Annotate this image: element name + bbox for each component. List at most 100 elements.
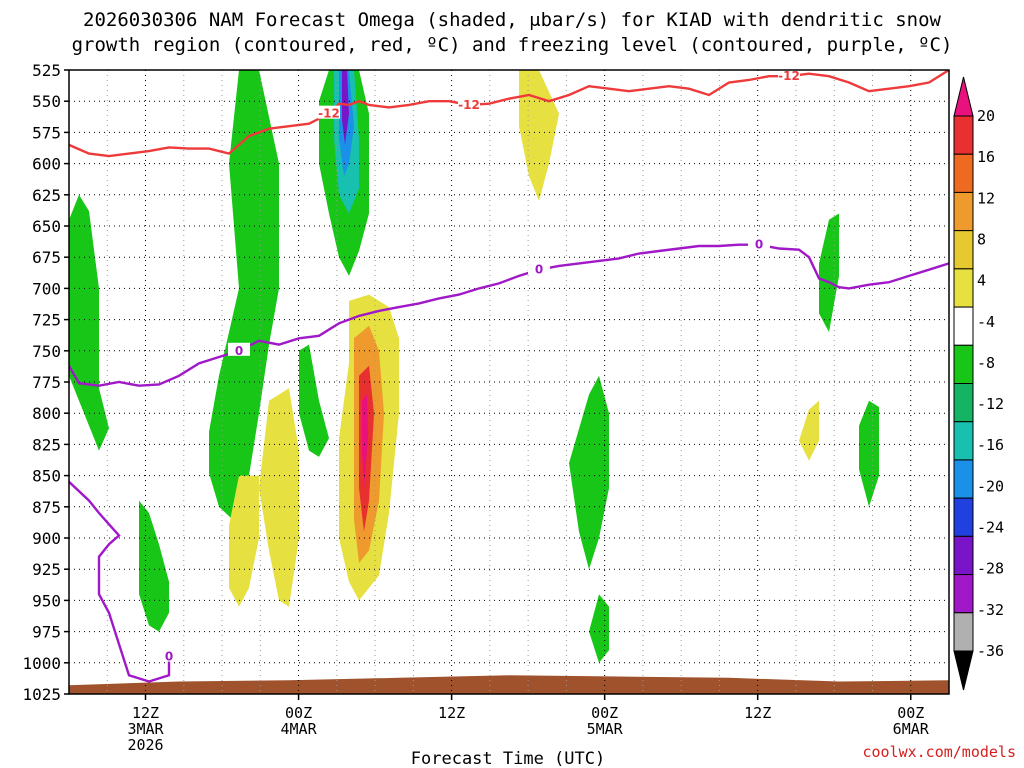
contour-label-bg: [228, 342, 250, 356]
colorbar-label: 4: [977, 272, 986, 290]
contour-label-bg: [778, 70, 800, 82]
shade-yellow-left: [229, 475, 259, 607]
colorbar-top-arrow: [953, 76, 974, 117]
colorbar-swatch: [953, 535, 974, 576]
y-tick-label: 700: [32, 279, 61, 298]
contour-label: 0: [235, 344, 243, 358]
shade-early-green-blob: [139, 500, 169, 632]
colorbar: 20 16 12 8 4 -4 -8 -12 -16 -20 -24 -28 -32 -36: [953, 76, 1004, 691]
contour-label: -12: [318, 107, 340, 121]
y-tick-label: 975: [32, 623, 61, 642]
colorbar-swatch: [953, 459, 974, 499]
colorbar-swatch: [953, 306, 974, 346]
y-tick-label: 925: [32, 560, 61, 579]
x-tick-label: 2026: [127, 736, 163, 754]
colorbar-label: -28: [977, 560, 1004, 578]
contour-label-bg: [158, 648, 180, 662]
x-axis-title: Forecast Time (UTC): [411, 749, 605, 768]
colorbar-swatch: [953, 574, 974, 614]
contour-label-bg: [318, 105, 340, 119]
shade-green-right-patch: [589, 594, 609, 663]
x-tick-label: 6MAR: [893, 720, 930, 738]
shade-purple-tower: [342, 70, 349, 145]
colorbar-label: -4: [977, 313, 995, 331]
y-tick-label: 675: [32, 248, 61, 267]
y-tick-label: 550: [32, 92, 61, 111]
contour-label: 0: [165, 650, 173, 664]
shade-green-patch-right: [299, 344, 329, 457]
y-tick-label: 1025: [22, 685, 61, 704]
x-tick-label: 12Z: [132, 704, 159, 722]
y-tick-label: 625: [32, 186, 61, 205]
colorbar-label: 8: [977, 230, 986, 248]
shade-green-far-right: [819, 213, 839, 333]
colorbar-swatch: [953, 344, 974, 384]
y-tick-label: 1000: [22, 654, 61, 673]
colorbar-label: -36: [977, 642, 1004, 660]
y-tick-label: 900: [32, 529, 61, 548]
contour-2: [69, 480, 171, 683]
plot-area: -12 -12 -12 0 0 0 0: [68, 69, 950, 695]
y-tick-label: 950: [32, 591, 61, 610]
colorbar-swatch: [953, 421, 974, 461]
contour-label: 0: [755, 238, 763, 252]
colorbar-label: -8: [977, 354, 995, 372]
colorbar-swatch: [953, 153, 974, 193]
ground-fill: [69, 675, 949, 694]
y-tick-label: 525: [32, 61, 61, 80]
shade-vertical-green-band: [209, 70, 279, 526]
y-axis-ticks: 525 550 575 600 625 650 675 700 725 750 775 800 825 8…: [22, 61, 69, 704]
x-tick-label: 12Z: [744, 704, 771, 722]
chart-title-line2: growth region (contoured, red, ºC) and f…: [72, 34, 953, 56]
contour-label: -12: [458, 98, 480, 112]
x-tick-label: 00Z: [285, 704, 312, 722]
colorbar-label: 20: [977, 107, 995, 125]
y-tick-label: 575: [32, 123, 61, 142]
y-tick-label: 825: [32, 435, 61, 454]
credit-text: coolwx.com/models: [862, 743, 1016, 761]
colorbar-swatch: [953, 230, 974, 270]
x-tick-label: 4MAR: [281, 720, 318, 738]
colorbar-swatch: [953, 268, 974, 308]
shade-yellow-right: [259, 388, 299, 607]
y-tick-label: 650: [32, 217, 61, 236]
colorbar-label: -16: [977, 436, 1004, 454]
x-tick-label: 3MAR: [127, 720, 164, 738]
colorbar-swatch: [953, 612, 974, 652]
contour-label-bg: [458, 96, 480, 110]
y-tick-label: 875: [32, 498, 61, 517]
x-tick-label: 00Z: [591, 704, 618, 722]
colorbar-swatch: [953, 383, 974, 423]
y-tick-label: 850: [32, 467, 61, 486]
shade-yellow-far-right: [799, 400, 819, 461]
colorbar-label: 16: [977, 148, 995, 166]
y-tick-label: 800: [32, 404, 61, 423]
y-tick-label: 750: [32, 342, 61, 361]
y-tick-label: 775: [32, 373, 61, 392]
colorbar-swatch: [953, 115, 974, 155]
colorbar-label: -20: [977, 477, 1004, 495]
colorbar-label: -12: [977, 395, 1004, 413]
shade-yellow-column: [519, 70, 559, 201]
x-axis-ticks: 12Z3MAR202600Z4MAR12Z00Z5MAR12Z00Z6MAR12…: [127, 694, 930, 754]
colorbar-swatch: [953, 191, 974, 232]
shade-green-far-right2: [859, 400, 879, 507]
colorbar-label: -24: [977, 519, 1004, 537]
y-tick-label: 725: [32, 311, 61, 330]
x-tick-label: 00Z: [897, 704, 924, 722]
colorbar-label: 12: [977, 189, 995, 207]
chart-title-line1: 2026030306 NAM Forecast Omega (shaded, μ…: [83, 9, 941, 31]
colorbar-swatch: [953, 497, 974, 537]
colorbar-bottom-arrow: [953, 650, 974, 691]
y-tick-label: 600: [32, 155, 61, 174]
contour-label-bg: [528, 261, 550, 275]
contour-label: 0: [535, 263, 543, 277]
shade-pink-core: [362, 394, 368, 489]
shade-green-right-narrow: [569, 375, 609, 570]
x-tick-label: 5MAR: [587, 720, 624, 738]
colorbar-label: -32: [977, 601, 1004, 619]
x-tick-label: 12Z: [438, 704, 465, 722]
contour-label: -12: [778, 69, 800, 83]
contour-label-bg: [748, 236, 770, 250]
